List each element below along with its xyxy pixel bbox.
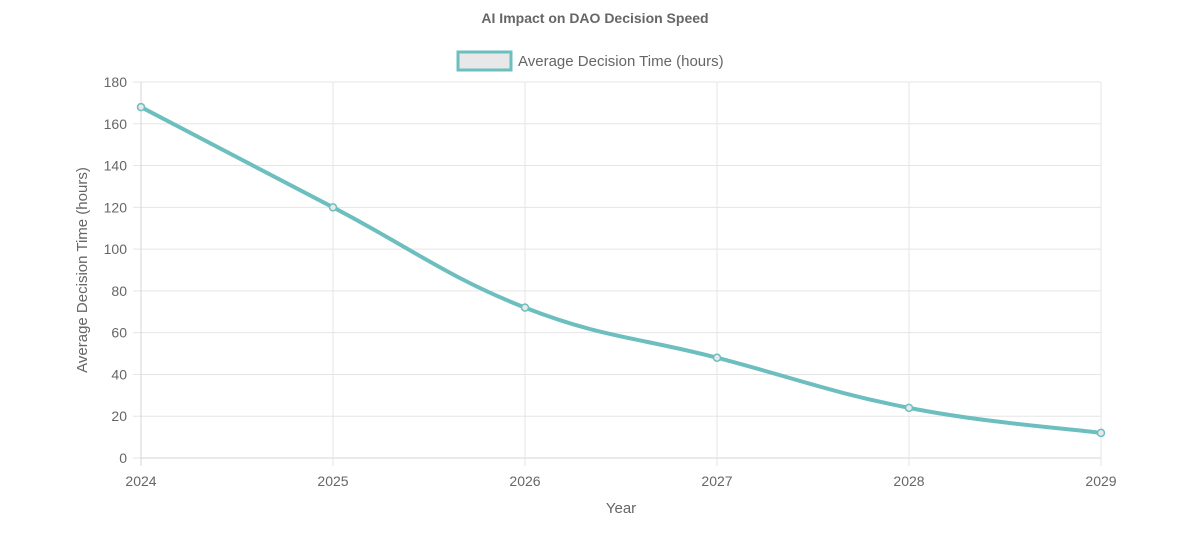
series-line[interactable] bbox=[139, 105, 1103, 435]
legend[interactable]: Average Decision Time (hours) bbox=[456, 50, 724, 72]
x-tick-label: 2027 bbox=[701, 473, 732, 489]
data-point[interactable] bbox=[520, 303, 530, 312]
data-point[interactable] bbox=[1096, 428, 1106, 438]
y-tick-label: 0 bbox=[119, 450, 127, 466]
axes: 0 20 40 60 80 100 120 140 160 180 2024 2025 2026 2027… bbox=[104, 74, 1117, 489]
x-tick-label: 2028 bbox=[893, 473, 924, 489]
x-axis-title: Year bbox=[606, 500, 636, 517]
grid bbox=[133, 81, 1102, 466]
y-tick-label: 80 bbox=[111, 283, 127, 299]
x-tick-label: 2024 bbox=[125, 473, 156, 489]
legend-label[interactable]: Average Decision Time (hours) bbox=[518, 53, 724, 70]
y-tick-label: 180 bbox=[104, 74, 128, 90]
series-layer bbox=[136, 102, 1106, 438]
chart-title: AI Impact on DAO Decision Speed bbox=[481, 10, 708, 26]
y-axis-title: Average Decision Time (hours) bbox=[74, 167, 91, 373]
y-tick-label: 60 bbox=[111, 325, 127, 341]
y-tick-label: 20 bbox=[111, 408, 127, 424]
y-tick-label: 120 bbox=[104, 199, 128, 215]
y-tick-label: 160 bbox=[104, 116, 128, 132]
x-tick-label: 2029 bbox=[1085, 473, 1116, 489]
x-tick-label: 2025 bbox=[317, 473, 348, 489]
data-point[interactable] bbox=[136, 102, 146, 112]
y-tick-label: 140 bbox=[104, 158, 128, 174]
y-tick-label: 100 bbox=[104, 241, 128, 257]
data-point[interactable] bbox=[904, 403, 914, 413]
x-tick-label: 2026 bbox=[509, 473, 540, 489]
data-point[interactable] bbox=[712, 353, 722, 362]
y-tick-label: 40 bbox=[111, 366, 127, 382]
legend-swatch[interactable] bbox=[456, 50, 513, 72]
data-point[interactable] bbox=[328, 203, 338, 212]
